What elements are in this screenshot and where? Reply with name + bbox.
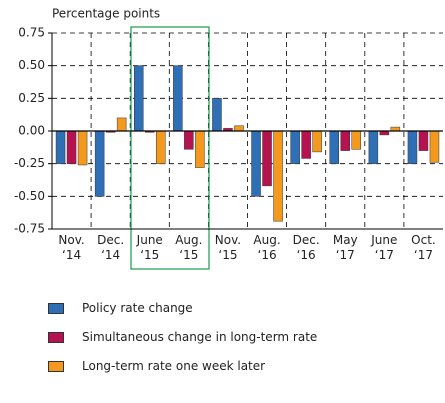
y-tick-label: 0.00 (18, 124, 45, 138)
legend-swatch (48, 360, 64, 372)
legend-swatch (48, 331, 64, 343)
bar (116, 117, 127, 132)
legend-item: Simultaneous change in long-term rate (48, 330, 317, 344)
legend-label: Policy rate change (82, 301, 193, 315)
bar (429, 130, 440, 163)
bar (262, 130, 272, 187)
y-tick-label: -0.50 (14, 189, 45, 203)
bar (340, 130, 350, 151)
bar (301, 130, 311, 159)
legend-swatch (48, 302, 64, 314)
bar (134, 65, 144, 132)
bar (418, 130, 429, 151)
x-tick-label: June ‘17 (371, 233, 398, 262)
bar (94, 130, 105, 197)
legend-item: Long-term rate one week later (48, 359, 265, 373)
x-tick-label: Oct. ‘17 (411, 233, 436, 262)
bar (66, 130, 77, 164)
legend-label: Long-term rate one week later (82, 359, 266, 373)
y-tick-label: 0.75 (18, 26, 45, 40)
y-tick-label: -0.25 (14, 156, 45, 170)
x-tick-label: Dec. ‘14 (97, 233, 125, 262)
bar (368, 130, 379, 164)
y-tick-label: 0.50 (18, 58, 45, 72)
x-tick-label: Dec. ‘16 (292, 233, 320, 262)
x-tick-label: May ‘17 (332, 233, 358, 262)
bar (312, 130, 322, 153)
bar (55, 130, 66, 164)
highlight-box (130, 26, 210, 270)
bar (156, 130, 166, 164)
x-tick-label: Nov. ‘14 (58, 233, 85, 262)
bar (234, 125, 244, 132)
bar (290, 130, 300, 164)
bar (251, 130, 261, 197)
legend-item: Policy rate change (48, 301, 193, 315)
x-tick-label: June ‘15 (136, 233, 163, 262)
bar (329, 130, 339, 164)
y-tick-label: 0.25 (18, 91, 45, 105)
bar (184, 130, 194, 150)
bar (77, 130, 88, 166)
x-tick-label: Aug. ‘16 (253, 233, 281, 262)
y-axis-title: Percentage points (52, 7, 160, 21)
x-tick-label: Nov. ‘15 (214, 233, 242, 262)
bar (212, 98, 222, 132)
bar (173, 65, 183, 132)
bar (195, 130, 205, 168)
bar (407, 130, 418, 164)
y-tick-label: -0.75 (14, 222, 45, 236)
bar (351, 130, 361, 150)
x-tick-label: Aug. ‘15 (175, 233, 203, 262)
legend-label: Simultaneous change in long-term rate (82, 330, 318, 344)
bar (273, 130, 283, 222)
